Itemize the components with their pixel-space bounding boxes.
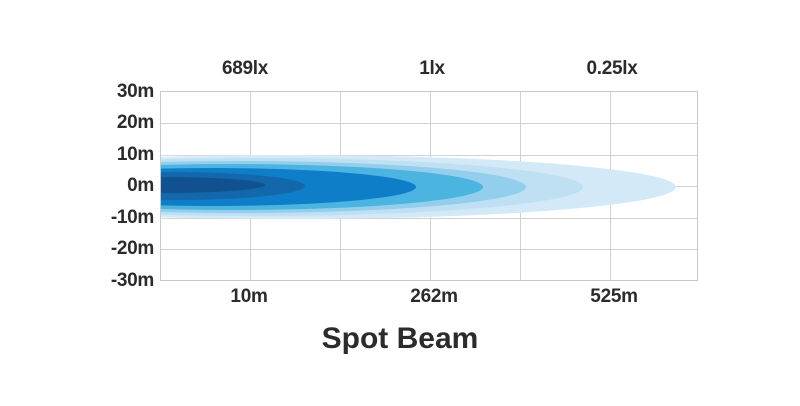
bottom-tick-label-525m: 525m xyxy=(590,286,638,307)
beam-edge-glow xyxy=(161,152,691,224)
top-tick-label-689lx: 689lx xyxy=(221,58,269,79)
bottom-tick-label-10m: 10m xyxy=(230,286,268,307)
y-tick-label-minus-10m: -10m xyxy=(110,207,154,228)
plot-area xyxy=(160,91,698,281)
top-tick-label-1lx: 1lx xyxy=(419,58,445,79)
y-axis-labels: 30m 20m 10m 0m -10m -20m -30m xyxy=(62,0,154,406)
gridline-horizontal xyxy=(161,249,697,250)
y-tick-label-minus-20m: -20m xyxy=(110,238,154,259)
y-tick-label-0m: 0m xyxy=(127,175,154,196)
y-tick-label-30m: 30m xyxy=(116,81,154,102)
gridline-horizontal xyxy=(161,123,697,124)
bottom-tick-label-262m: 262m xyxy=(410,286,458,307)
y-tick-label-20m: 20m xyxy=(116,112,154,133)
top-tick-label-025lx: 0.25lx xyxy=(586,58,638,79)
chart-title: Spot Beam xyxy=(321,322,479,355)
y-tick-label-10m: 10m xyxy=(116,144,154,165)
y-tick-label-minus-30m: -30m xyxy=(110,270,154,291)
